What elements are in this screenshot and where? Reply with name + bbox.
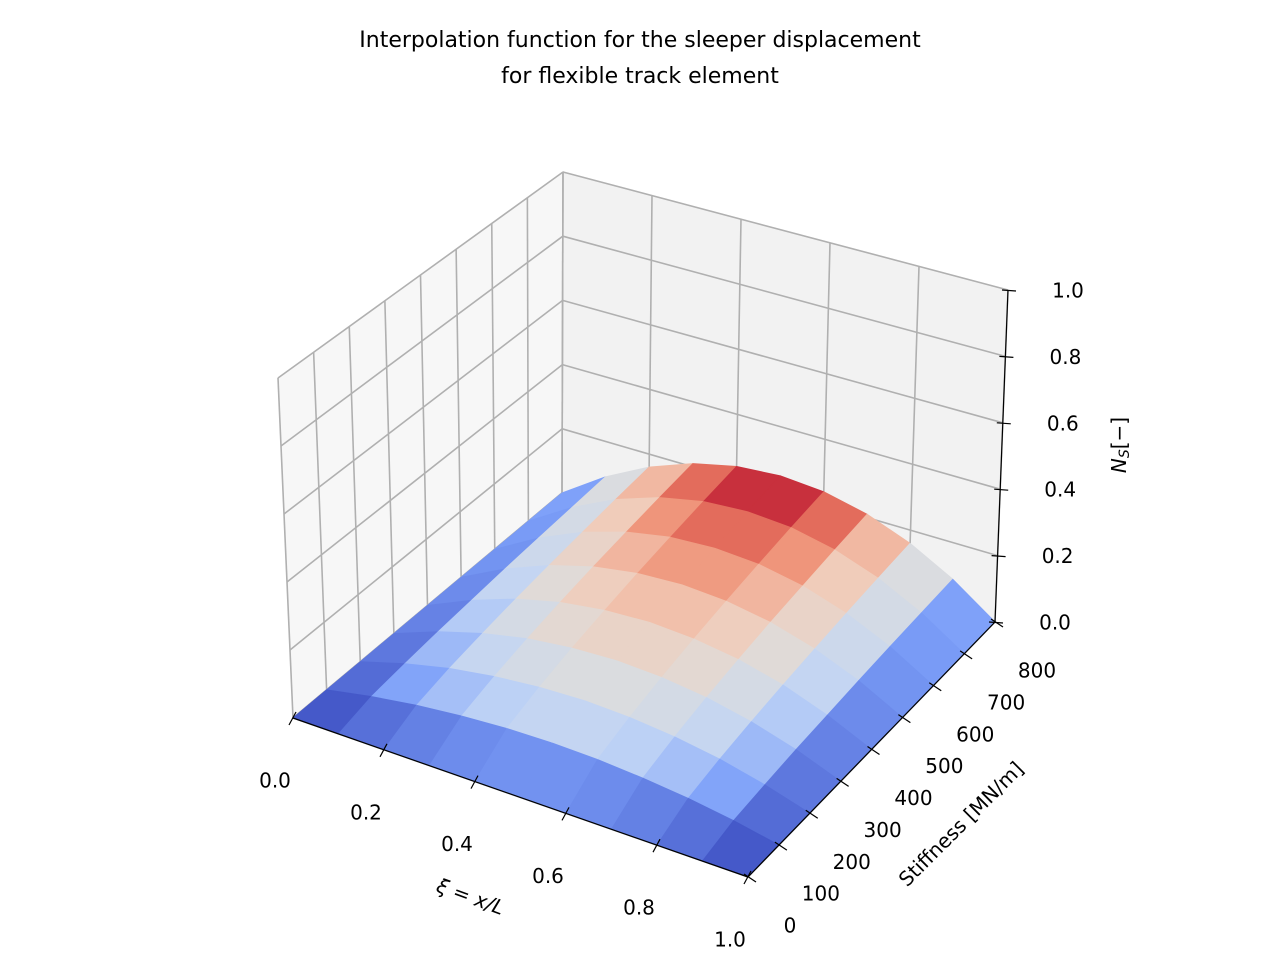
z-label-rest: [−] [1107, 417, 1131, 449]
grid-line [348, 326, 362, 662]
y-tick-label: 300 [864, 818, 902, 842]
x-tick [288, 711, 297, 726]
z-tick [988, 621, 1004, 624]
z-tick [1001, 289, 1017, 292]
y-tick [898, 714, 911, 724]
z-tick-label: 0.8 [1049, 345, 1081, 369]
z-tick [994, 488, 1009, 491]
x-tick-label: 0.2 [350, 800, 382, 824]
z-tick [996, 422, 1011, 425]
grid-line [312, 352, 328, 690]
grid-line [384, 300, 395, 634]
grid-line [490, 223, 496, 550]
y-tick-label: 0 [784, 914, 797, 938]
grid-line [280, 235, 564, 447]
y-tick [928, 682, 942, 692]
y-tick [743, 873, 757, 883]
z-tick-label: 1.0 [1052, 279, 1084, 303]
grid-line [289, 428, 563, 651]
chart-title: for flexible track element [501, 64, 779, 89]
y-tick [959, 650, 973, 660]
x-tick-label: 1.0 [714, 928, 746, 952]
y-tick-label: 700 [987, 690, 1025, 714]
grid-line [562, 235, 1006, 358]
z-tick-label: 0.2 [1042, 544, 1074, 568]
grid-line [561, 171, 564, 494]
surface [292, 463, 996, 878]
x-tick [561, 807, 570, 821]
axis-line [292, 717, 749, 878]
grid-line [562, 299, 1004, 424]
z-tick-label: 0.0 [1039, 611, 1071, 635]
y-tick-label: 800 [1018, 659, 1056, 683]
x-tick-label: 0.6 [532, 864, 564, 888]
z-axis-label: NS[−] [1107, 417, 1134, 473]
grid-line [455, 249, 462, 578]
x-tick [652, 838, 661, 853]
z-label-main: N [1107, 458, 1131, 473]
grid-line [907, 266, 920, 597]
y-tick [867, 746, 880, 755]
y-tick [805, 809, 819, 819]
z-tick-label: 0.6 [1047, 411, 1079, 435]
x-tick-label: 0.8 [623, 896, 655, 920]
grid-line [286, 363, 563, 583]
z-tick [991, 555, 1006, 558]
z-label-sub: S [1117, 449, 1133, 458]
grid-line [562, 363, 1001, 490]
y-tick [774, 841, 788, 851]
y-tick-label: 500 [925, 754, 963, 778]
y-tick-label: 400 [894, 786, 932, 810]
y-tick-label: 200 [833, 850, 871, 874]
x-tick [470, 775, 479, 789]
x-tick-label: 0.0 [259, 769, 291, 793]
y-tick-label: 100 [802, 882, 840, 906]
y-tick [836, 777, 849, 787]
axis-line [994, 289, 1009, 623]
x-tick [743, 870, 752, 885]
grid-line [647, 195, 653, 519]
grid-line [419, 274, 429, 606]
grid-line [526, 197, 530, 522]
x-tick-label: 0.4 [441, 832, 473, 856]
z-tick [999, 355, 1014, 358]
chart-title: Interpolation function for the sleeper d… [359, 28, 921, 53]
z-tick-label: 0.4 [1044, 478, 1076, 502]
x-tick [379, 743, 388, 758]
grid-line [277, 377, 294, 719]
grid-line [283, 299, 564, 515]
grid-line [562, 171, 1009, 291]
grid-line [277, 171, 564, 379]
y-tick-label: 600 [956, 722, 994, 746]
